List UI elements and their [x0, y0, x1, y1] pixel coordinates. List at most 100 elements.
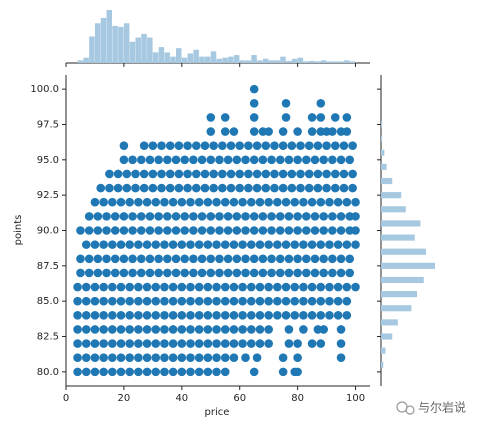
- scatter-point: [73, 367, 82, 377]
- hist-bar: [381, 163, 387, 170]
- scatter-point: [220, 113, 230, 122]
- scatter-point: [310, 212, 320, 221]
- scatter-point: [125, 367, 134, 377]
- scatter-point: [238, 339, 247, 348]
- scatter-point: [307, 282, 317, 292]
- scatter-point: [186, 240, 195, 249]
- scatter-point: [307, 339, 317, 348]
- scatter-point: [145, 268, 155, 278]
- scatter-point: [255, 197, 265, 207]
- scatter-point: [168, 240, 178, 249]
- scatter-point: [142, 367, 152, 377]
- scatter-point: [105, 183, 114, 193]
- hist-bar: [152, 52, 159, 63]
- scatter-point: [287, 141, 297, 150]
- scatter-point: [267, 268, 276, 278]
- scatter-point: [325, 296, 334, 306]
- scatter-point: [163, 254, 172, 264]
- scatter-point: [203, 367, 213, 377]
- scatter-point: [284, 268, 294, 278]
- scatter-point: [229, 325, 239, 334]
- scatter-point: [278, 353, 288, 363]
- hist-bar: [187, 53, 194, 63]
- scatter-point: [90, 197, 100, 207]
- scatter-point: [145, 226, 155, 235]
- scatter-point: [186, 296, 195, 306]
- scatter-point: [160, 240, 169, 249]
- scatter-point: [241, 212, 250, 221]
- scatter-point: [99, 282, 108, 292]
- scatter-point: [238, 325, 247, 334]
- scatter-point: [264, 282, 273, 292]
- scatter-point: [151, 353, 161, 363]
- hist-bar: [199, 56, 205, 63]
- hist-bar: [381, 276, 424, 284]
- y-tick-label: 82.5: [37, 332, 59, 343]
- scatter-point: [154, 212, 163, 221]
- y-tick-label: 80.0: [37, 367, 59, 378]
- scatter-point: [116, 282, 126, 292]
- y-tick-label: 90.0: [37, 226, 59, 237]
- scatter-point: [108, 282, 117, 292]
- scatter-point: [99, 197, 108, 207]
- scatter-point: [307, 127, 317, 136]
- scatter-point: [278, 183, 288, 193]
- scatter-point: [171, 268, 181, 278]
- scatter-point: [328, 127, 337, 136]
- scatter-point: [116, 325, 126, 334]
- scatter-point: [203, 311, 213, 320]
- scatter-point: [108, 240, 117, 249]
- scatter-point: [110, 226, 120, 235]
- scatter-point: [220, 353, 230, 363]
- hist-bar: [381, 135, 383, 142]
- scatter-point: [313, 169, 323, 179]
- scatter-point: [163, 155, 172, 165]
- scatter-point: [105, 169, 114, 179]
- scatter-point: [136, 254, 146, 264]
- scatter-point: [186, 311, 195, 320]
- scatter-point: [249, 212, 259, 221]
- scatter-point: [336, 325, 346, 334]
- scatter-point: [310, 268, 320, 278]
- scatter-point: [119, 141, 129, 150]
- scatter-point: [267, 254, 276, 264]
- scatter-point: [264, 240, 273, 249]
- scatter-point: [342, 296, 352, 306]
- scatter-point: [171, 254, 181, 264]
- scatter-point: [194, 367, 204, 377]
- scatter-point: [212, 296, 221, 306]
- scatter-point: [189, 155, 198, 165]
- scatter-point: [108, 311, 117, 320]
- hist-bar: [381, 291, 417, 298]
- hist-bar: [381, 234, 415, 241]
- scatter-point: [168, 296, 178, 306]
- scatter-point: [81, 282, 91, 292]
- y-tick-label: 100.0: [30, 84, 59, 95]
- scatter-point: [168, 311, 178, 320]
- scatter-point: [171, 212, 181, 221]
- scatter-point: [186, 282, 195, 292]
- scatter-point: [302, 254, 311, 264]
- scatter-point: [81, 296, 91, 306]
- scatter-point: [189, 254, 198, 264]
- scatter-point: [151, 367, 161, 377]
- scatter-point: [273, 240, 282, 249]
- scatter-point: [151, 296, 161, 306]
- scatter-point: [168, 325, 178, 334]
- scatter-point: [209, 169, 218, 179]
- scatter-point: [84, 226, 94, 235]
- scatter-point: [116, 367, 126, 377]
- scatter-point: [73, 325, 82, 334]
- scatter-point: [339, 183, 349, 193]
- scatter-point: [174, 183, 184, 193]
- x-tick-label: 40: [175, 393, 188, 404]
- scatter-point: [160, 311, 169, 320]
- scatter-point: [102, 268, 111, 278]
- scatter-point: [345, 254, 355, 264]
- scatter-point: [229, 311, 239, 320]
- scatter-point: [278, 141, 288, 150]
- scatter-point: [116, 339, 126, 348]
- hist-bar: [228, 56, 234, 63]
- scatter-point: [177, 197, 187, 207]
- scatter-point: [148, 183, 158, 193]
